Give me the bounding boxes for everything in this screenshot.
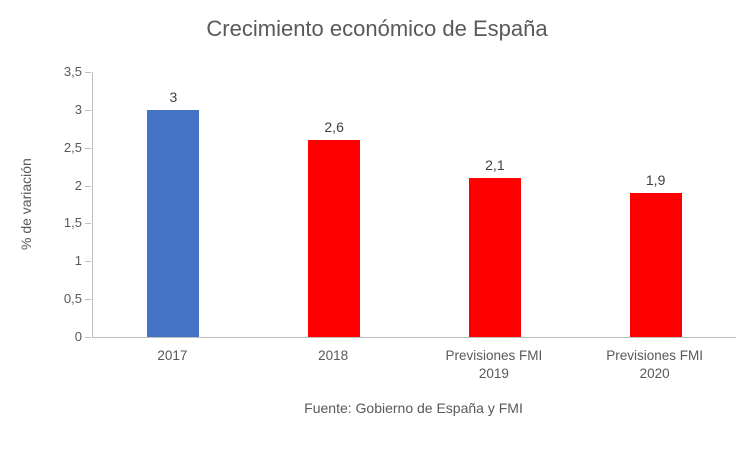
y-tick-label: 2,5 — [63, 139, 82, 155]
bar-group: 1,9 — [575, 173, 736, 337]
y-axis-title: % de variación — [18, 158, 34, 251]
data-label: 3 — [169, 88, 178, 105]
x-category-label: Previsiones FMI 2019 — [445, 348, 543, 382]
bar-previsiones-fmi-2020 — [629, 193, 682, 337]
y-tick-label: 1 — [74, 253, 82, 269]
x-category-label: 2018 — [318, 348, 349, 363]
bar-2018 — [308, 140, 361, 337]
x-category-label: Previsiones FMI 2020 — [606, 348, 704, 382]
x-category: Previsiones FMI 2020 — [574, 347, 735, 383]
y-tick-mark — [85, 109, 91, 111]
source-caption: Fuente: Gobierno de España y FMI — [304, 400, 523, 416]
y-tick-label: 0 — [74, 329, 82, 344]
x-category: 2018 — [253, 347, 414, 383]
y-tick-label: 3 — [74, 101, 82, 117]
y-tick-label: 0,5 — [63, 291, 82, 307]
y-tick-mark — [85, 185, 91, 187]
y-tick-mark — [85, 261, 91, 263]
x-axis: 2017 2018 Previsiones FMI 2019 Previsiones … — [92, 347, 735, 383]
data-label: 1,9 — [645, 172, 666, 189]
bar-group: 2,6 — [254, 120, 415, 337]
y-tick-mark — [85, 147, 91, 149]
bar-previsiones-fmi-2019 — [468, 178, 521, 337]
chart-title: Crecimiento económico de España — [206, 16, 548, 41]
y-tick-label: 2 — [74, 177, 82, 193]
data-label: 2,6 — [324, 119, 344, 136]
y-tick-label: 1,5 — [63, 215, 82, 231]
bar-group: 3 — [93, 90, 254, 337]
bar-group: 2,1 — [415, 158, 576, 337]
y-tick-mark — [85, 299, 91, 301]
y-tick-mark — [85, 337, 91, 338]
bar-2017 — [147, 109, 200, 337]
y-tick-mark — [85, 72, 91, 73]
x-category: 2017 — [92, 347, 253, 383]
y-tick-label: 3,5 — [63, 64, 82, 79]
y-tick-mark — [85, 223, 91, 225]
x-category-label: 2017 — [157, 348, 188, 363]
bar-series: 3 2,6 2,1 1,9 — [93, 72, 736, 337]
x-category: Previsiones FMI 2019 — [414, 347, 575, 383]
plot-area: 3 2,6 2,1 1,9 — [92, 72, 736, 338]
data-label: 2,1 — [485, 157, 505, 173]
